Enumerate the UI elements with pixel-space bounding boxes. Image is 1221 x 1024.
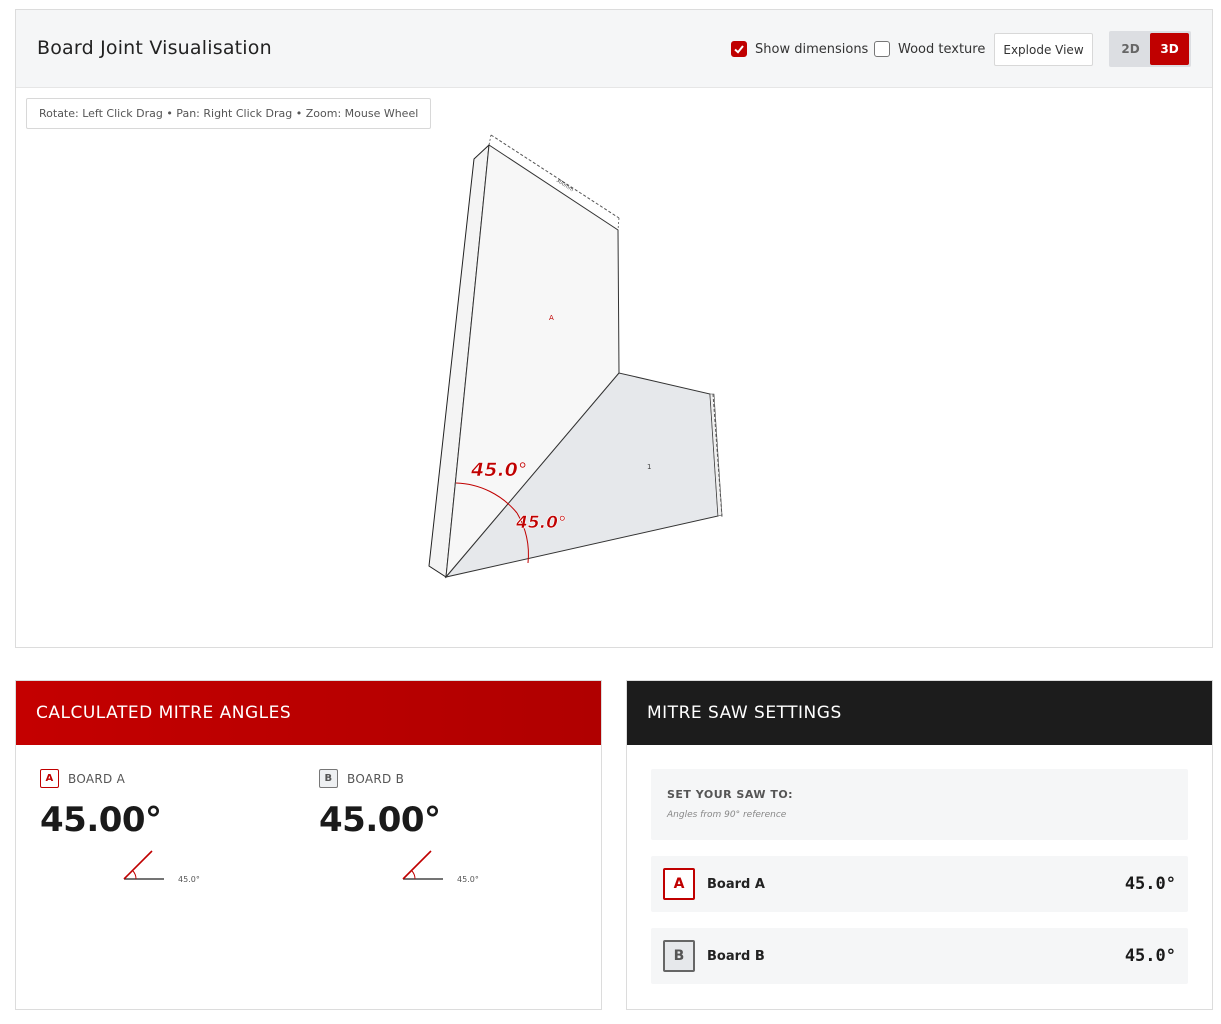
saw-instructions: SET YOUR SAW TO: Angles from 90° referen… xyxy=(651,769,1188,840)
viz-header: Board Joint Visualisation Show dimension… xyxy=(16,10,1212,88)
saw-board-a-name: Board A xyxy=(707,876,765,892)
saw-settings-title: MITRE SAW SETTINGS xyxy=(627,681,1212,745)
angle-diagram-icon xyxy=(123,850,164,880)
saw-subtitle: Angles from 90° reference xyxy=(667,810,787,820)
saw-set-label: SET YOUR SAW TO: xyxy=(667,788,794,801)
board-a-name: BOARD A xyxy=(68,771,126,786)
visualisation-panel: Board Joint Visualisation Show dimension… xyxy=(15,9,1213,648)
board-b-angle: 45.00° xyxy=(319,800,441,840)
controls-hint: Rotate: Left Click Drag • Pan: Right Cli… xyxy=(26,98,432,129)
dimension-line-top xyxy=(490,134,620,219)
board-a-mini-label: 45.0° xyxy=(178,875,200,884)
angle-label-b: 45.0° xyxy=(515,513,566,533)
board-b-mini-label: 45.0° xyxy=(457,875,479,884)
saw-board-a-badge: A xyxy=(663,868,695,900)
angle-diagram-icon xyxy=(402,850,443,880)
saw-board-b-name: Board B xyxy=(707,948,765,964)
wood-texture-label: Wood texture xyxy=(898,41,986,57)
board-a-angle-column: A BOARD A 45.00° 45.0° xyxy=(40,769,300,884)
board-b-name: BOARD B xyxy=(347,771,405,786)
board-b-tag: B BOARD B xyxy=(319,769,579,788)
board-a-tag: A BOARD A xyxy=(40,769,300,788)
board-b-badge: B xyxy=(319,769,338,788)
saw-board-b-badge: B xyxy=(663,940,695,972)
wood-texture-option[interactable]: Wood texture xyxy=(874,41,985,57)
board-b-angle-diagram: 45.0° xyxy=(401,849,491,889)
saw-row-board-b: B Board B 45.0° xyxy=(651,928,1188,984)
board-a-angle: 45.00° xyxy=(40,800,162,840)
show-dimensions-checkbox[interactable] xyxy=(731,41,747,57)
board-a-badge: A xyxy=(40,769,59,788)
show-dimensions-option[interactable]: Show dimensions xyxy=(731,41,868,57)
calculated-angles-title: CALCULATED MITRE ANGLES xyxy=(16,681,601,745)
mode-3d-button[interactable]: 3D xyxy=(1150,33,1189,65)
view-mode-toggle: 2D 3D xyxy=(1109,31,1191,67)
mode-2d-button[interactable]: 2D xyxy=(1121,42,1140,56)
check-icon xyxy=(734,45,744,54)
board-b-face-label: 1 xyxy=(647,463,651,471)
board-a-face-label: A xyxy=(549,314,554,322)
3d-canvas[interactable]: 300mm A 1 45.0° 45.0° xyxy=(16,89,1212,647)
board-a-angle-diagram: 45.0° xyxy=(122,849,212,889)
dimension-tick-2 xyxy=(617,217,620,231)
show-dimensions-label: Show dimensions xyxy=(755,41,869,57)
mitre-saw-settings-card: MITRE SAW SETTINGS SET YOUR SAW TO: Angl… xyxy=(626,680,1213,1010)
angle-label-a: 45.0° xyxy=(470,459,527,481)
saw-row-board-a: A Board A 45.0° xyxy=(651,856,1188,912)
explode-view-button[interactable]: Explode View xyxy=(994,33,1093,66)
saw-board-b-value: 45.0° xyxy=(1124,946,1176,966)
dimension-line-right xyxy=(712,393,723,518)
board-b-angle-column: B BOARD B 45.00° 45.0° xyxy=(319,769,579,884)
wood-texture-checkbox[interactable] xyxy=(874,41,890,57)
angle-arc-b xyxy=(516,512,529,564)
angle-arc-a xyxy=(455,482,518,514)
dimension-tick-1 xyxy=(488,134,492,146)
saw-board-a-value: 45.0° xyxy=(1124,874,1176,894)
viz-title: Board Joint Visualisation xyxy=(37,37,272,59)
calculated-angles-card: CALCULATED MITRE ANGLES A BOARD A 45.00°… xyxy=(15,680,602,1010)
